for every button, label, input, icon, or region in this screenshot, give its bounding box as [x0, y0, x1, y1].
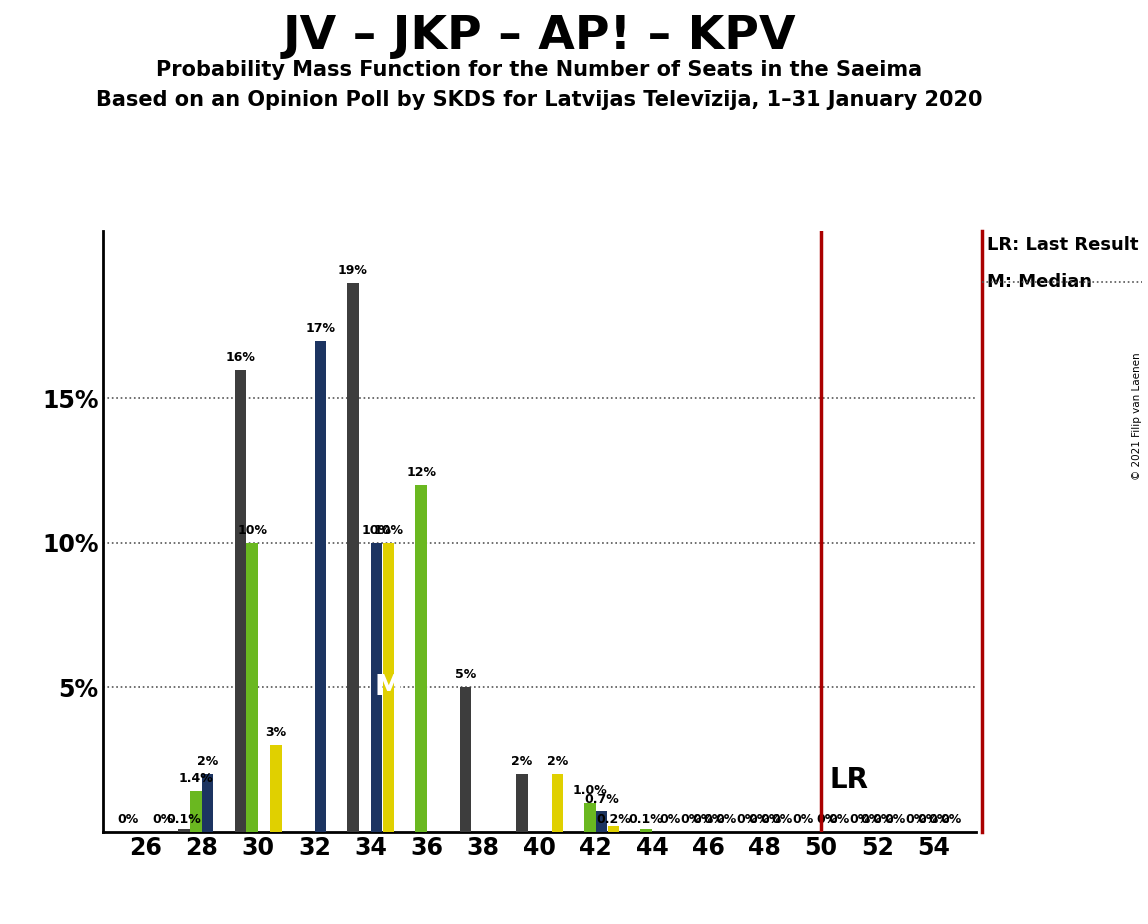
- Bar: [347, 283, 358, 832]
- Text: 0%: 0%: [861, 813, 882, 826]
- Text: 0.1%: 0.1%: [629, 813, 664, 826]
- Text: 19%: 19%: [338, 264, 367, 277]
- Bar: [551, 774, 563, 832]
- Bar: [460, 687, 472, 832]
- Text: 0%: 0%: [940, 813, 962, 826]
- Bar: [191, 791, 202, 832]
- Text: 0%: 0%: [748, 813, 769, 826]
- Bar: [178, 829, 189, 832]
- Text: 0%: 0%: [884, 813, 906, 826]
- Text: 0%: 0%: [917, 813, 938, 826]
- Bar: [607, 826, 619, 832]
- Bar: [416, 485, 427, 832]
- Text: LR: LR: [830, 766, 868, 794]
- Text: 0%: 0%: [760, 813, 782, 826]
- Bar: [584, 803, 596, 832]
- Bar: [202, 774, 214, 832]
- Bar: [247, 543, 258, 832]
- Text: 3%: 3%: [265, 726, 286, 739]
- Text: 0.7%: 0.7%: [584, 793, 619, 806]
- Bar: [382, 543, 394, 832]
- Bar: [371, 543, 382, 832]
- Text: 0%: 0%: [828, 813, 850, 826]
- Text: 1.0%: 1.0%: [573, 784, 607, 796]
- Text: 1.4%: 1.4%: [179, 772, 214, 785]
- Bar: [315, 341, 326, 832]
- Text: 0.2%: 0.2%: [596, 813, 631, 826]
- Text: M: Median: M: Median: [987, 273, 1092, 290]
- Text: 0%: 0%: [736, 813, 758, 826]
- Text: JV – JKP – AP! – KPV: JV – JKP – AP! – KPV: [282, 14, 797, 59]
- Text: 0%: 0%: [715, 813, 737, 826]
- Text: 0%: 0%: [153, 813, 173, 826]
- Bar: [270, 745, 281, 832]
- Text: 0.1%: 0.1%: [166, 813, 201, 826]
- Text: 0%: 0%: [659, 813, 681, 826]
- Text: 17%: 17%: [305, 322, 335, 334]
- Text: 5%: 5%: [455, 668, 476, 682]
- Text: 10%: 10%: [362, 524, 391, 537]
- Text: LR: Last Result: LR: Last Result: [987, 236, 1139, 253]
- Text: 0%: 0%: [692, 813, 713, 826]
- Text: 0%: 0%: [771, 813, 793, 826]
- Text: 16%: 16%: [225, 351, 255, 364]
- Text: 2%: 2%: [197, 755, 218, 768]
- Text: 2%: 2%: [546, 755, 568, 768]
- Bar: [234, 370, 246, 832]
- Bar: [596, 811, 607, 832]
- Text: 0%: 0%: [704, 813, 726, 826]
- Text: Probability Mass Function for the Number of Seats in the Saeima: Probability Mass Function for the Number…: [156, 60, 923, 80]
- Text: © 2021 Filip van Laenen: © 2021 Filip van Laenen: [1132, 352, 1142, 480]
- Text: 2%: 2%: [511, 755, 533, 768]
- Text: 0%: 0%: [680, 813, 701, 826]
- Text: 0%: 0%: [906, 813, 926, 826]
- Text: 0%: 0%: [117, 813, 139, 826]
- Text: 0%: 0%: [792, 813, 814, 826]
- Text: 0%: 0%: [872, 813, 894, 826]
- Bar: [517, 774, 528, 832]
- Text: 0%: 0%: [848, 813, 870, 826]
- Text: 0%: 0%: [929, 813, 951, 826]
- Text: Based on an Opinion Poll by SKDS for Latvijas Televīzija, 1–31 January 2020: Based on an Opinion Poll by SKDS for Lat…: [96, 90, 983, 110]
- Bar: [641, 829, 652, 832]
- Text: 12%: 12%: [406, 467, 436, 480]
- Text: 0%: 0%: [816, 813, 838, 826]
- Text: 10%: 10%: [238, 524, 267, 537]
- Text: 10%: 10%: [373, 524, 403, 537]
- Text: M: M: [374, 674, 402, 701]
